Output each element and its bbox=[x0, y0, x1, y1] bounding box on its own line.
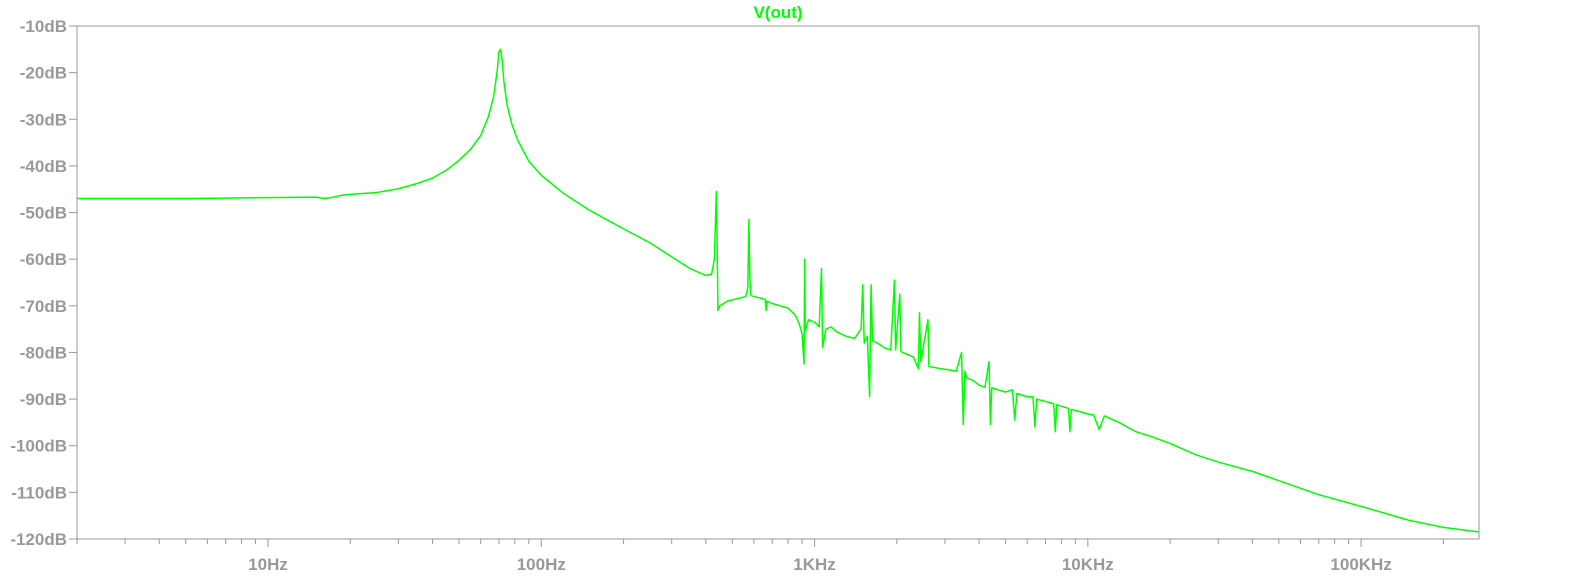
plot-frame bbox=[76, 25, 1480, 540]
x-tick-label: 10Hz bbox=[248, 555, 288, 574]
y-tick-label: -20dB bbox=[20, 64, 67, 83]
y-tick-label: -100dB bbox=[10, 437, 67, 456]
y-tick-label: -40dB bbox=[20, 157, 67, 176]
y-tick-label: -60dB bbox=[20, 250, 67, 269]
y-tick-label: -30dB bbox=[20, 110, 67, 129]
x-tick-label: 10KHz bbox=[1062, 555, 1114, 574]
x-tick-label: 100Hz bbox=[517, 555, 566, 574]
y-tick-label: -120dB bbox=[10, 530, 67, 549]
chart-title: V(out) bbox=[753, 3, 802, 22]
y-tick-label: -50dB bbox=[20, 204, 67, 223]
y-tick-label: -90dB bbox=[20, 390, 67, 409]
y-axis-ticks: -10dB -20dB -30dB -40dB -50dB -60dB -70dB -80dB… bbox=[10, 17, 77, 549]
trace-group bbox=[77, 48, 1480, 533]
x-tick-label: 100KHz bbox=[1330, 555, 1391, 574]
y-tick-label: -110dB bbox=[11, 483, 67, 502]
x-tick-label: 1KHz bbox=[793, 555, 836, 574]
y-tick-label: -70dB bbox=[20, 297, 67, 316]
trace-v-out bbox=[77, 48, 1480, 533]
x-axis-ticks: 10Hz 100Hz 1KHz 10KHz 100KHz bbox=[76, 539, 1444, 574]
y-tick-label: -80dB bbox=[20, 343, 67, 362]
y-tick-label: -10dB bbox=[20, 17, 67, 36]
